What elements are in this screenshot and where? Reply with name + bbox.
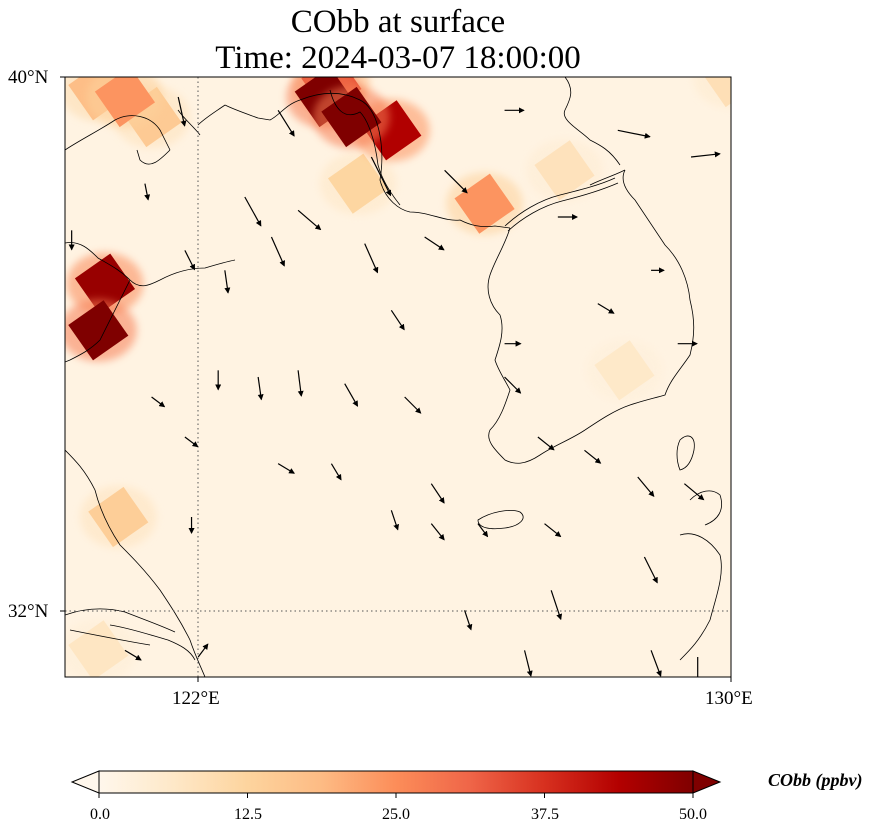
wind-arrow — [344, 383, 359, 407]
colorbar-tick-12-5: 12.5 — [234, 806, 262, 823]
wind-arrow — [430, 483, 445, 504]
colorbar-tick-25: 25.0 — [382, 806, 410, 823]
colorbar-tick-37-5: 37.5 — [531, 806, 559, 823]
coastline-korea-west — [487, 227, 586, 464]
coastline-korea-south — [584, 169, 695, 431]
wind-arrow — [617, 129, 651, 139]
coastline-jeju — [477, 510, 524, 530]
plume-cell — [594, 340, 655, 401]
coastline-shandong — [65, 242, 236, 363]
colorbar-gradient — [99, 771, 693, 793]
wind-arrow — [390, 310, 405, 331]
wind-arrow — [224, 270, 231, 294]
colorbar-label: CObb (ppbv) — [768, 770, 863, 790]
wind-arrow — [523, 650, 533, 677]
coastline-kyushu — [679, 490, 722, 661]
colorbar-tick-50: 50.0 — [679, 806, 707, 823]
coastline-tsushima — [676, 435, 695, 471]
colorbar-tick-marks — [98, 793, 694, 798]
coastlines — [65, 77, 722, 677]
coastline-korea-east-north — [563, 77, 626, 186]
wind-arrow — [197, 643, 209, 658]
wind-arrow — [683, 483, 705, 501]
plume-cell — [321, 86, 382, 148]
wind-arrow — [730, 117, 731, 119]
wind-arrow — [537, 436, 555, 451]
wind-arrow — [597, 303, 615, 314]
wind-arrow — [370, 156, 392, 197]
lat-tick-label-32n: 32°N — [8, 601, 49, 622]
coastline-liaodong — [177, 89, 401, 206]
wind-arrow — [643, 556, 658, 584]
wind-arrow — [390, 510, 400, 531]
coastline-border — [504, 177, 619, 232]
wind-arrow — [177, 96, 187, 127]
coastline-yangtze — [65, 608, 196, 661]
wind-arrow — [244, 196, 262, 227]
wind-arrow — [124, 649, 142, 661]
wind-arrow — [257, 376, 264, 401]
wind-arrow — [584, 449, 602, 464]
wind-arrow — [151, 396, 166, 408]
wind-arrow — [330, 463, 342, 481]
colorbar-extend-high — [692, 770, 722, 794]
wind-arrow — [650, 650, 662, 677]
plume-cell — [94, 77, 156, 128]
wind-arrow — [550, 590, 563, 621]
wind-arrow — [444, 169, 468, 194]
wind-arrow — [184, 436, 199, 448]
wind-arrow — [730, 603, 731, 605]
wind-arrow — [464, 610, 473, 631]
wind-arrow — [424, 236, 445, 251]
plume-cell — [74, 253, 136, 314]
lat-tick-label-40n: 40°N — [8, 67, 49, 88]
wind-arrow — [297, 370, 304, 397]
wind-arrow — [277, 110, 295, 137]
wind-vectors — [68, 96, 731, 677]
coastline-jiangsu — [65, 449, 206, 677]
wind-arrow — [277, 463, 295, 474]
plume-cell — [534, 140, 595, 201]
cobb-heat-layer — [65, 77, 731, 677]
plume-cell — [88, 486, 149, 548]
plume-cell — [454, 173, 515, 234]
map-figure — [60, 76, 732, 682]
wind-arrow — [364, 243, 379, 274]
lon-tick-label-122e: 122°E — [172, 688, 220, 709]
coastline-china-north — [65, 92, 511, 229]
lon-tick-label-130e: 130°E — [705, 688, 753, 709]
map-frame — [64, 76, 732, 678]
colorbar-extend-low — [70, 770, 100, 794]
plume-cell — [68, 300, 129, 361]
wind-arrow — [544, 523, 562, 538]
colorbar — [70, 770, 722, 798]
wind-arrow — [404, 396, 422, 414]
map-subtitle-time: Time: 2024-03-07 18:00:00 — [215, 40, 581, 76]
wind-arrow — [297, 209, 322, 231]
map-title: CObb at surface — [290, 4, 506, 40]
map-plot-area — [65, 77, 731, 677]
plume-cell — [327, 153, 389, 214]
wind-arrow — [430, 523, 445, 541]
wind-arrow — [270, 236, 285, 267]
wind-arrow — [144, 183, 151, 201]
plume-cell — [68, 620, 129, 677]
colorbar-tick-0: 0.0 — [90, 806, 110, 823]
wind-arrow — [690, 151, 721, 158]
wind-arrow — [477, 523, 489, 538]
wind-arrow — [504, 376, 522, 394]
wind-arrow — [184, 250, 196, 271]
wind-arrow — [637, 476, 655, 497]
